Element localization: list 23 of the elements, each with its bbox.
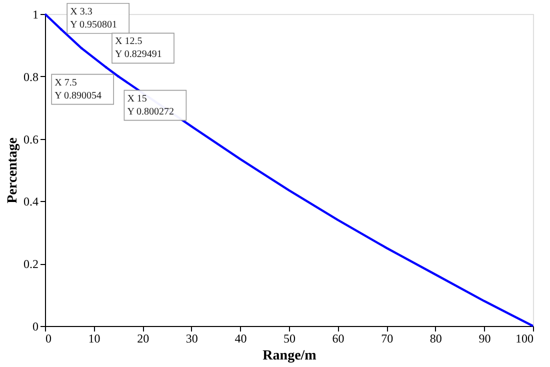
annotation: X 12.5 Y 0.829491 xyxy=(115,36,162,60)
x-tick-label: 0 xyxy=(46,332,52,346)
y-tick-label: 0.2 xyxy=(24,257,38,272)
x-tick-label: 70 xyxy=(381,332,394,346)
y-tick-label: 0.6 xyxy=(24,132,38,146)
x-tick-label: 30 xyxy=(186,332,198,346)
x-tick-label: 90 xyxy=(478,332,491,346)
x-tick-label: 50 xyxy=(284,332,296,346)
y-tick-label: 0.4 xyxy=(24,194,38,209)
annotation: X 15 Y 0.800272 xyxy=(127,93,174,118)
y-axis-title: Percentage xyxy=(6,138,20,204)
x-tick-label: 20 xyxy=(137,332,150,346)
y-tick-label: 1 xyxy=(32,8,38,22)
x-tick-label: 60 xyxy=(332,332,344,346)
x-tick-label: 80 xyxy=(430,332,442,346)
y-tick-label: 0.8 xyxy=(24,70,38,84)
x-tick-label: 40 xyxy=(234,332,247,346)
y-tick-label: 0 xyxy=(32,320,38,334)
x-tick-label: 100 xyxy=(516,332,534,346)
annotation: X 7.5 Y 0.890054 xyxy=(54,77,102,102)
x-axis-title: Range/m xyxy=(262,348,317,364)
annotation: X 3.3 Y 0.950801 xyxy=(70,6,117,30)
x-tick-label: 10 xyxy=(88,332,100,346)
